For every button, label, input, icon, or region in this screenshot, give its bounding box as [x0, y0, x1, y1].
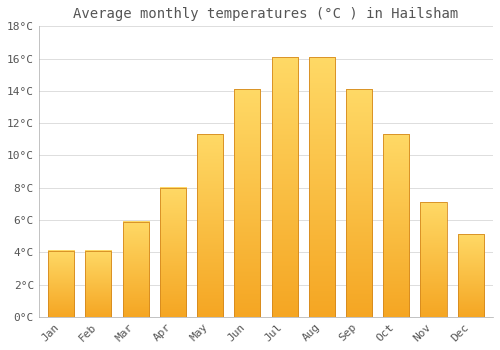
Bar: [272, 57, 297, 317]
Bar: [420, 202, 446, 317]
Title: Average monthly temperatures (°C ) in Hailsham: Average monthly temperatures (°C ) in Ha…: [74, 7, 458, 21]
Bar: [458, 234, 483, 317]
Bar: [86, 251, 112, 317]
Bar: [308, 57, 335, 317]
Bar: [197, 134, 223, 317]
Bar: [346, 89, 372, 317]
Bar: [234, 89, 260, 317]
Bar: [160, 188, 186, 317]
Bar: [48, 251, 74, 317]
Bar: [122, 222, 148, 317]
Bar: [383, 134, 409, 317]
